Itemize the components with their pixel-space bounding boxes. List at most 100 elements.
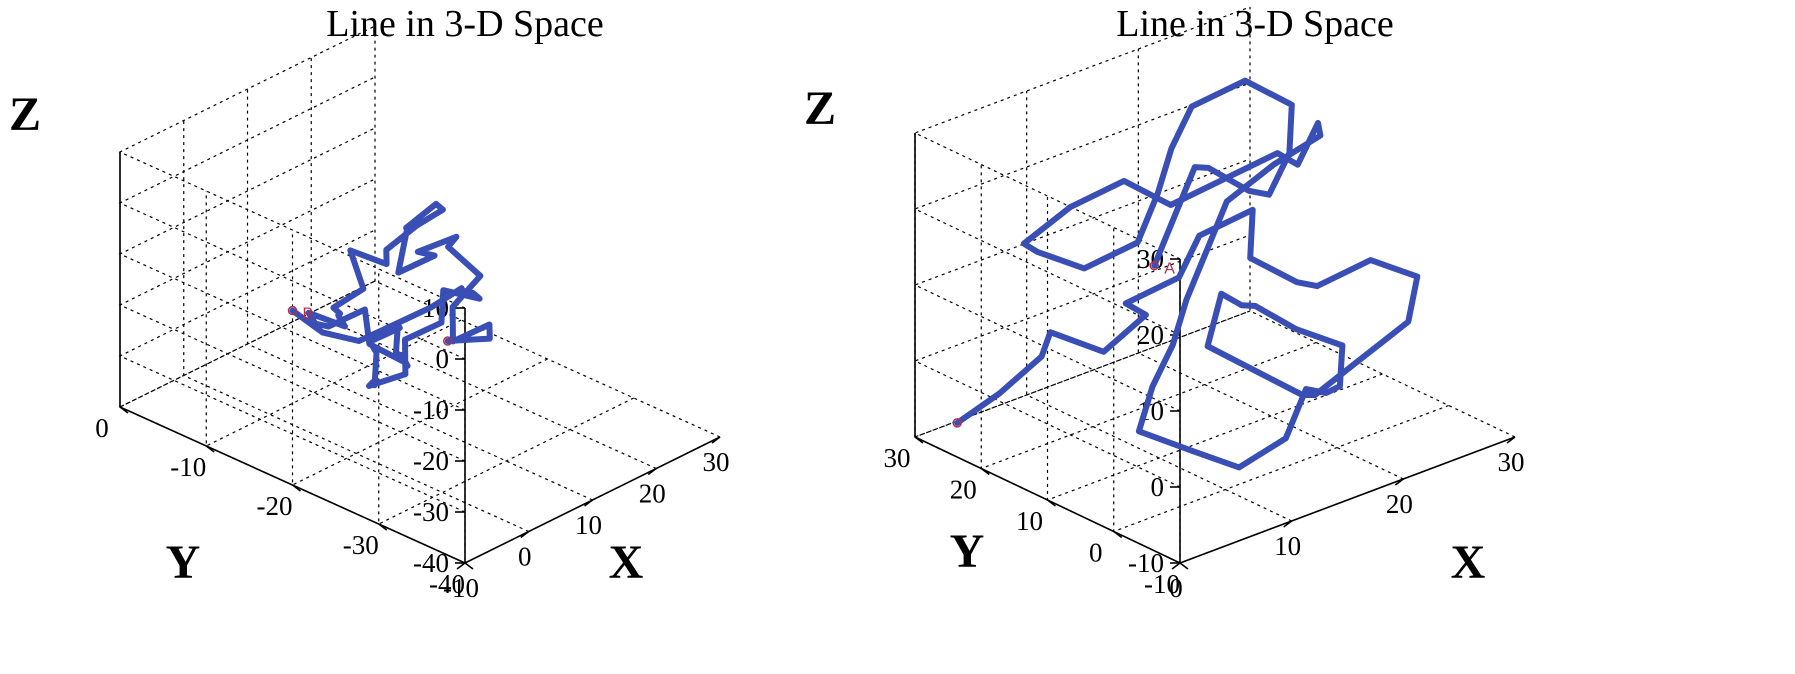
path-point (1358, 355, 1365, 361)
x-tick-mark (1506, 436, 1516, 444)
path-point (384, 261, 390, 267)
grid-line (183, 120, 529, 533)
path-points (289, 201, 493, 389)
path-point (360, 286, 366, 292)
path-point (487, 336, 493, 342)
x-tick-label: 0 (518, 542, 532, 572)
path-point (1134, 239, 1141, 246)
z-tick-label: 20 (1137, 320, 1164, 350)
path-point (403, 225, 409, 231)
path-point (1246, 188, 1252, 194)
path-point (362, 306, 368, 313)
path-point (1337, 383, 1343, 389)
grid-line (913, 6, 1251, 260)
path-point (1067, 204, 1074, 210)
y-tick-label: 10 (1016, 506, 1043, 536)
path-point (453, 234, 459, 240)
path-point (432, 253, 438, 259)
path-point (445, 338, 451, 344)
path-point (1171, 213, 1178, 219)
grid (118, 25, 721, 564)
path-point (1149, 383, 1156, 390)
path-point (1289, 102, 1295, 108)
path-point (1298, 391, 1304, 397)
path-point (1039, 353, 1045, 360)
y-tick-mark (980, 467, 990, 476)
end-label: B (303, 306, 314, 323)
path-point (415, 249, 421, 255)
path-point (429, 304, 435, 310)
path-point (1283, 435, 1289, 441)
chart-left: -10 0 10 20 30 0 -10 -20 -30 -40 10 0 -10 -20 -30 -40 X Y… (0, 0, 890, 674)
path-point (450, 304, 456, 310)
path-point (1189, 104, 1195, 110)
y-axis-label: Y (166, 536, 201, 589)
path-point (1155, 190, 1161, 196)
z-tick-label: -10 (1128, 548, 1164, 578)
path-point (373, 350, 380, 356)
y-tick-label: -10 (170, 452, 206, 482)
end-label: A (1164, 261, 1175, 278)
path-point (1266, 192, 1272, 198)
path-point (1192, 164, 1198, 170)
path-point (1312, 392, 1318, 398)
y-tick-mark (464, 562, 474, 570)
path-point (366, 383, 372, 389)
grid-line (1179, 259, 1516, 564)
path-point (1196, 233, 1202, 239)
chart-title: Line in 3-D Space (1116, 3, 1394, 45)
path-point (1236, 464, 1242, 471)
path-point (440, 207, 446, 213)
y-tick-label: 30 (884, 443, 911, 473)
path-point (1294, 279, 1300, 285)
y-tick-mark (205, 445, 215, 453)
z-tick-label: 0 (436, 344, 450, 374)
z-tick-label: -30 (413, 497, 449, 527)
path-point (459, 285, 465, 291)
path-point (1226, 176, 1232, 182)
path-point (1121, 178, 1127, 184)
path-point (1252, 303, 1258, 309)
path-point (1168, 145, 1175, 151)
y-tick-label: -30 (343, 530, 379, 560)
path-point (1251, 367, 1257, 373)
path-point (1414, 274, 1420, 280)
chart-right: 0 10 20 30 30 20 10 0 -10 30 20 10 0 -10 X Y Z Line in 3-… (804, 0, 1795, 674)
grid-line (914, 133, 1251, 438)
path-point (445, 244, 451, 250)
path-point (1021, 241, 1027, 247)
z-axis-label: Z (804, 82, 836, 135)
path-point (1143, 312, 1149, 318)
path-point (330, 305, 336, 311)
path-point (1168, 202, 1174, 208)
start-marker (443, 336, 453, 346)
y-tick-label: 0 (1089, 538, 1103, 568)
path-point (1183, 297, 1190, 303)
path-point (477, 296, 483, 302)
grid-line (374, 26, 721, 438)
x-tick-mark (456, 562, 466, 570)
grid-line (310, 57, 657, 470)
path-point (395, 270, 401, 276)
path-point (433, 201, 439, 207)
path-point (1238, 302, 1245, 308)
path-point (325, 323, 332, 330)
path-point (392, 321, 398, 327)
x-axis-label: X (1451, 536, 1486, 589)
y-tick-mark (1113, 530, 1123, 539)
x-tick-label: 10 (575, 510, 602, 540)
path-point (440, 287, 446, 293)
path-point (466, 337, 472, 343)
path-point (347, 247, 353, 253)
y-tick-mark (378, 523, 388, 531)
path-point (486, 321, 492, 328)
path-points (954, 78, 1420, 471)
path-point (1204, 248, 1210, 254)
z-tick-label: 0 (1151, 472, 1165, 502)
path-point (312, 321, 318, 327)
path-point (470, 290, 476, 296)
z-axis-label: Z (9, 88, 41, 141)
path-point (1242, 78, 1248, 84)
path-point (1205, 343, 1211, 349)
